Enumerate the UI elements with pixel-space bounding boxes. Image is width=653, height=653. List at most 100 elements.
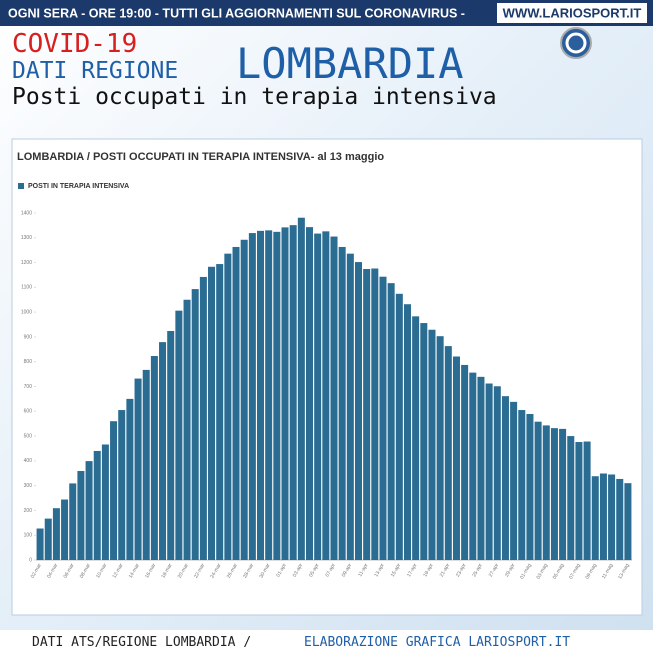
y-tick-label: 500 [24,433,33,439]
bar [134,378,142,560]
bar [444,346,452,560]
logo-circle [560,27,592,59]
bar [493,386,501,560]
bar [183,299,191,560]
y-tick-label: 100 [24,533,33,539]
bar [412,316,420,560]
bar [314,233,322,560]
bar [273,231,281,560]
bar [44,518,52,560]
bar [403,304,411,560]
bar [240,239,248,561]
bar [583,441,591,560]
bar [305,227,314,560]
bar [330,236,338,560]
bar [371,268,379,560]
covid-label: COVID-19 [12,29,137,59]
y-tick-label: 1000 [21,309,32,315]
chart-title: LOMBARDIA / POSTI OCCUPATI IN TERAPIA IN… [17,151,384,163]
logo-ring [565,32,587,54]
y-tick-label: 1200 [21,260,32,266]
bar [526,414,534,560]
bar [510,401,518,560]
logo [560,27,592,59]
legend-swatch [18,183,24,189]
banner-text: OGNI SERA - ORE 19:00 - TUTTI GLI AGGIOR… [8,6,465,20]
bar [542,425,550,560]
y-tick-label: 800 [24,359,33,365]
bar [126,398,134,560]
bar [175,310,183,560]
bar [61,499,69,560]
bar [208,266,216,560]
bar [387,283,395,560]
bar [297,217,305,560]
y-tick-label: 1400 [21,210,32,216]
site-box [497,3,647,23]
bar [608,474,616,560]
bar [199,276,207,560]
bar [232,246,240,560]
region-prefix: DATI REGIONE [12,58,178,84]
bar [452,356,460,560]
bar [322,231,330,560]
bar [289,225,297,560]
y-tick-label: 1300 [21,235,32,241]
bar [534,421,542,560]
bar [110,421,118,560]
bar [599,473,607,560]
bar [485,383,493,560]
bar [248,233,256,561]
bar [428,329,436,560]
bar [420,323,428,560]
bar [575,442,583,560]
y-tick-label: 200 [24,508,33,514]
legend-label: POSTI IN TERAPIA INTENSIVA [28,183,129,190]
bar [93,450,101,560]
bar [346,253,354,561]
bar [191,289,199,560]
site-text[interactable]: WWW.LARIOSPORT.IT [503,5,642,20]
footer-credit: ELABORAZIONE GRAFICA LARIOSPORT.IT [304,635,570,650]
bar [469,372,477,560]
bar [150,356,158,560]
bar [616,478,624,560]
bar [518,410,526,560]
bar [52,508,60,560]
bar [167,330,175,560]
bar [69,483,77,560]
bar [363,269,371,560]
bar [85,461,93,560]
plot: 0 100 200 300 400 500 600 700 800 900 1000 1100 1200… [21,210,632,580]
bar [501,396,509,560]
y-tick-label: 0 [29,557,32,563]
bar [265,230,273,560]
bar [142,369,150,560]
bar [159,342,167,560]
y-tick-label: 900 [24,334,33,340]
y-tick-label: 400 [24,458,33,464]
y-tick-label: 1100 [21,285,32,291]
region-name: LOMBARDIA [236,39,464,88]
subtitle: Posti occupati in terapia intensiva [12,84,497,110]
y-tick-label: 300 [24,483,33,489]
bar [101,444,109,560]
bar [461,364,469,560]
bar [567,436,575,560]
bar [224,253,232,561]
bar [118,410,126,560]
bar [257,230,265,561]
bar [36,528,44,560]
bar [77,471,85,560]
bar [559,428,567,560]
bar [624,483,632,560]
footer [0,630,653,653]
footer-source: DATI ATS/REGIONE LOMBARDIA / [32,635,251,650]
bar [436,336,444,560]
bar [354,262,363,560]
bar [281,227,289,560]
bar [550,428,558,560]
bar [395,293,403,560]
bar [591,476,599,560]
